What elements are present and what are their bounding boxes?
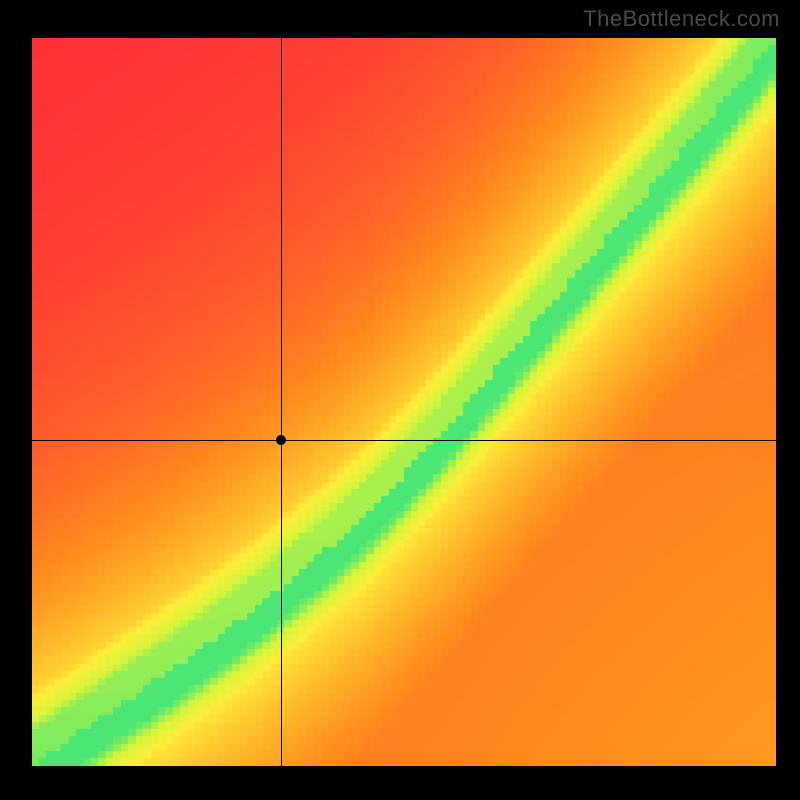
chart-container: TheBottleneck.com xyxy=(0,0,800,800)
heatmap-plot xyxy=(32,38,776,766)
crosshair-vertical xyxy=(281,38,282,766)
crosshair-horizontal xyxy=(32,440,776,441)
attribution-label: TheBottleneck.com xyxy=(583,6,780,32)
crosshair-marker xyxy=(276,435,286,445)
heatmap-canvas xyxy=(32,38,776,766)
